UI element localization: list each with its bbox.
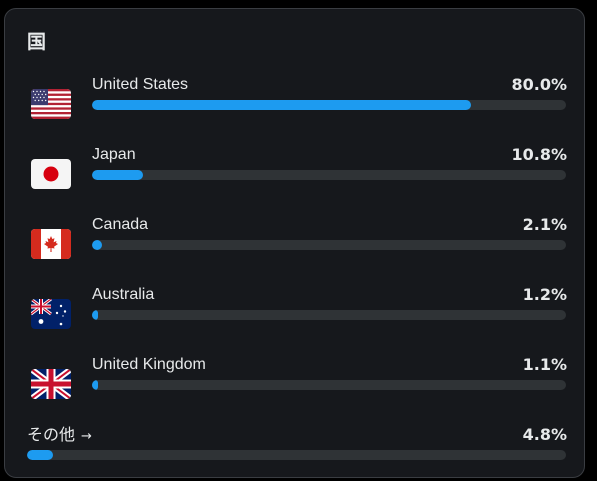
country-row-canada: Canada 2.1% [5, 215, 586, 275]
country-percent: 2.1% [522, 215, 567, 234]
country-name: United Kingdom [92, 356, 206, 373]
country-name: Canada [92, 216, 149, 233]
other-row: その他 → 4.8% [5, 425, 586, 465]
other-label-text: その他 [27, 425, 76, 444]
progress-track [92, 240, 566, 250]
progress-fill [92, 100, 472, 110]
country-percent: 1.1% [522, 355, 567, 374]
country-name: United States [92, 76, 189, 93]
country-percent: 80.0% [511, 75, 567, 94]
australia-flag-icon [31, 299, 71, 329]
progress-track [92, 380, 566, 390]
country-percent: 1.2% [522, 285, 567, 304]
us-flag-icon [31, 89, 71, 119]
progress-fill [92, 240, 102, 250]
progress-fill [27, 450, 53, 460]
countries-card: 国 United States 80 [4, 8, 585, 478]
uk-flag-icon [31, 369, 71, 399]
progress-track [92, 310, 566, 320]
country-name: Australia [92, 286, 155, 303]
arrow-right-icon: → [81, 429, 92, 444]
country-row-australia: Australia 1.2% [5, 285, 586, 345]
progress-fill [92, 380, 98, 390]
canada-flag-icon [31, 229, 71, 259]
country-row-united-states: United States 80.0% [5, 75, 586, 135]
progress-track [92, 170, 566, 180]
other-link[interactable]: その他 → [27, 425, 92, 447]
progress-fill [92, 310, 98, 320]
progress-track [27, 450, 566, 460]
japan-flag-icon [31, 159, 71, 189]
country-row-united-kingdom: United Kingdom 1.1% [5, 355, 586, 415]
card-title: 国 [27, 31, 47, 53]
country-name: Japan [92, 146, 136, 163]
country-row-japan: Japan 10.8% [5, 145, 586, 205]
country-percent: 10.8% [511, 145, 567, 164]
progress-track [92, 100, 566, 110]
other-percent: 4.8% [522, 425, 567, 444]
progress-fill [92, 170, 144, 180]
